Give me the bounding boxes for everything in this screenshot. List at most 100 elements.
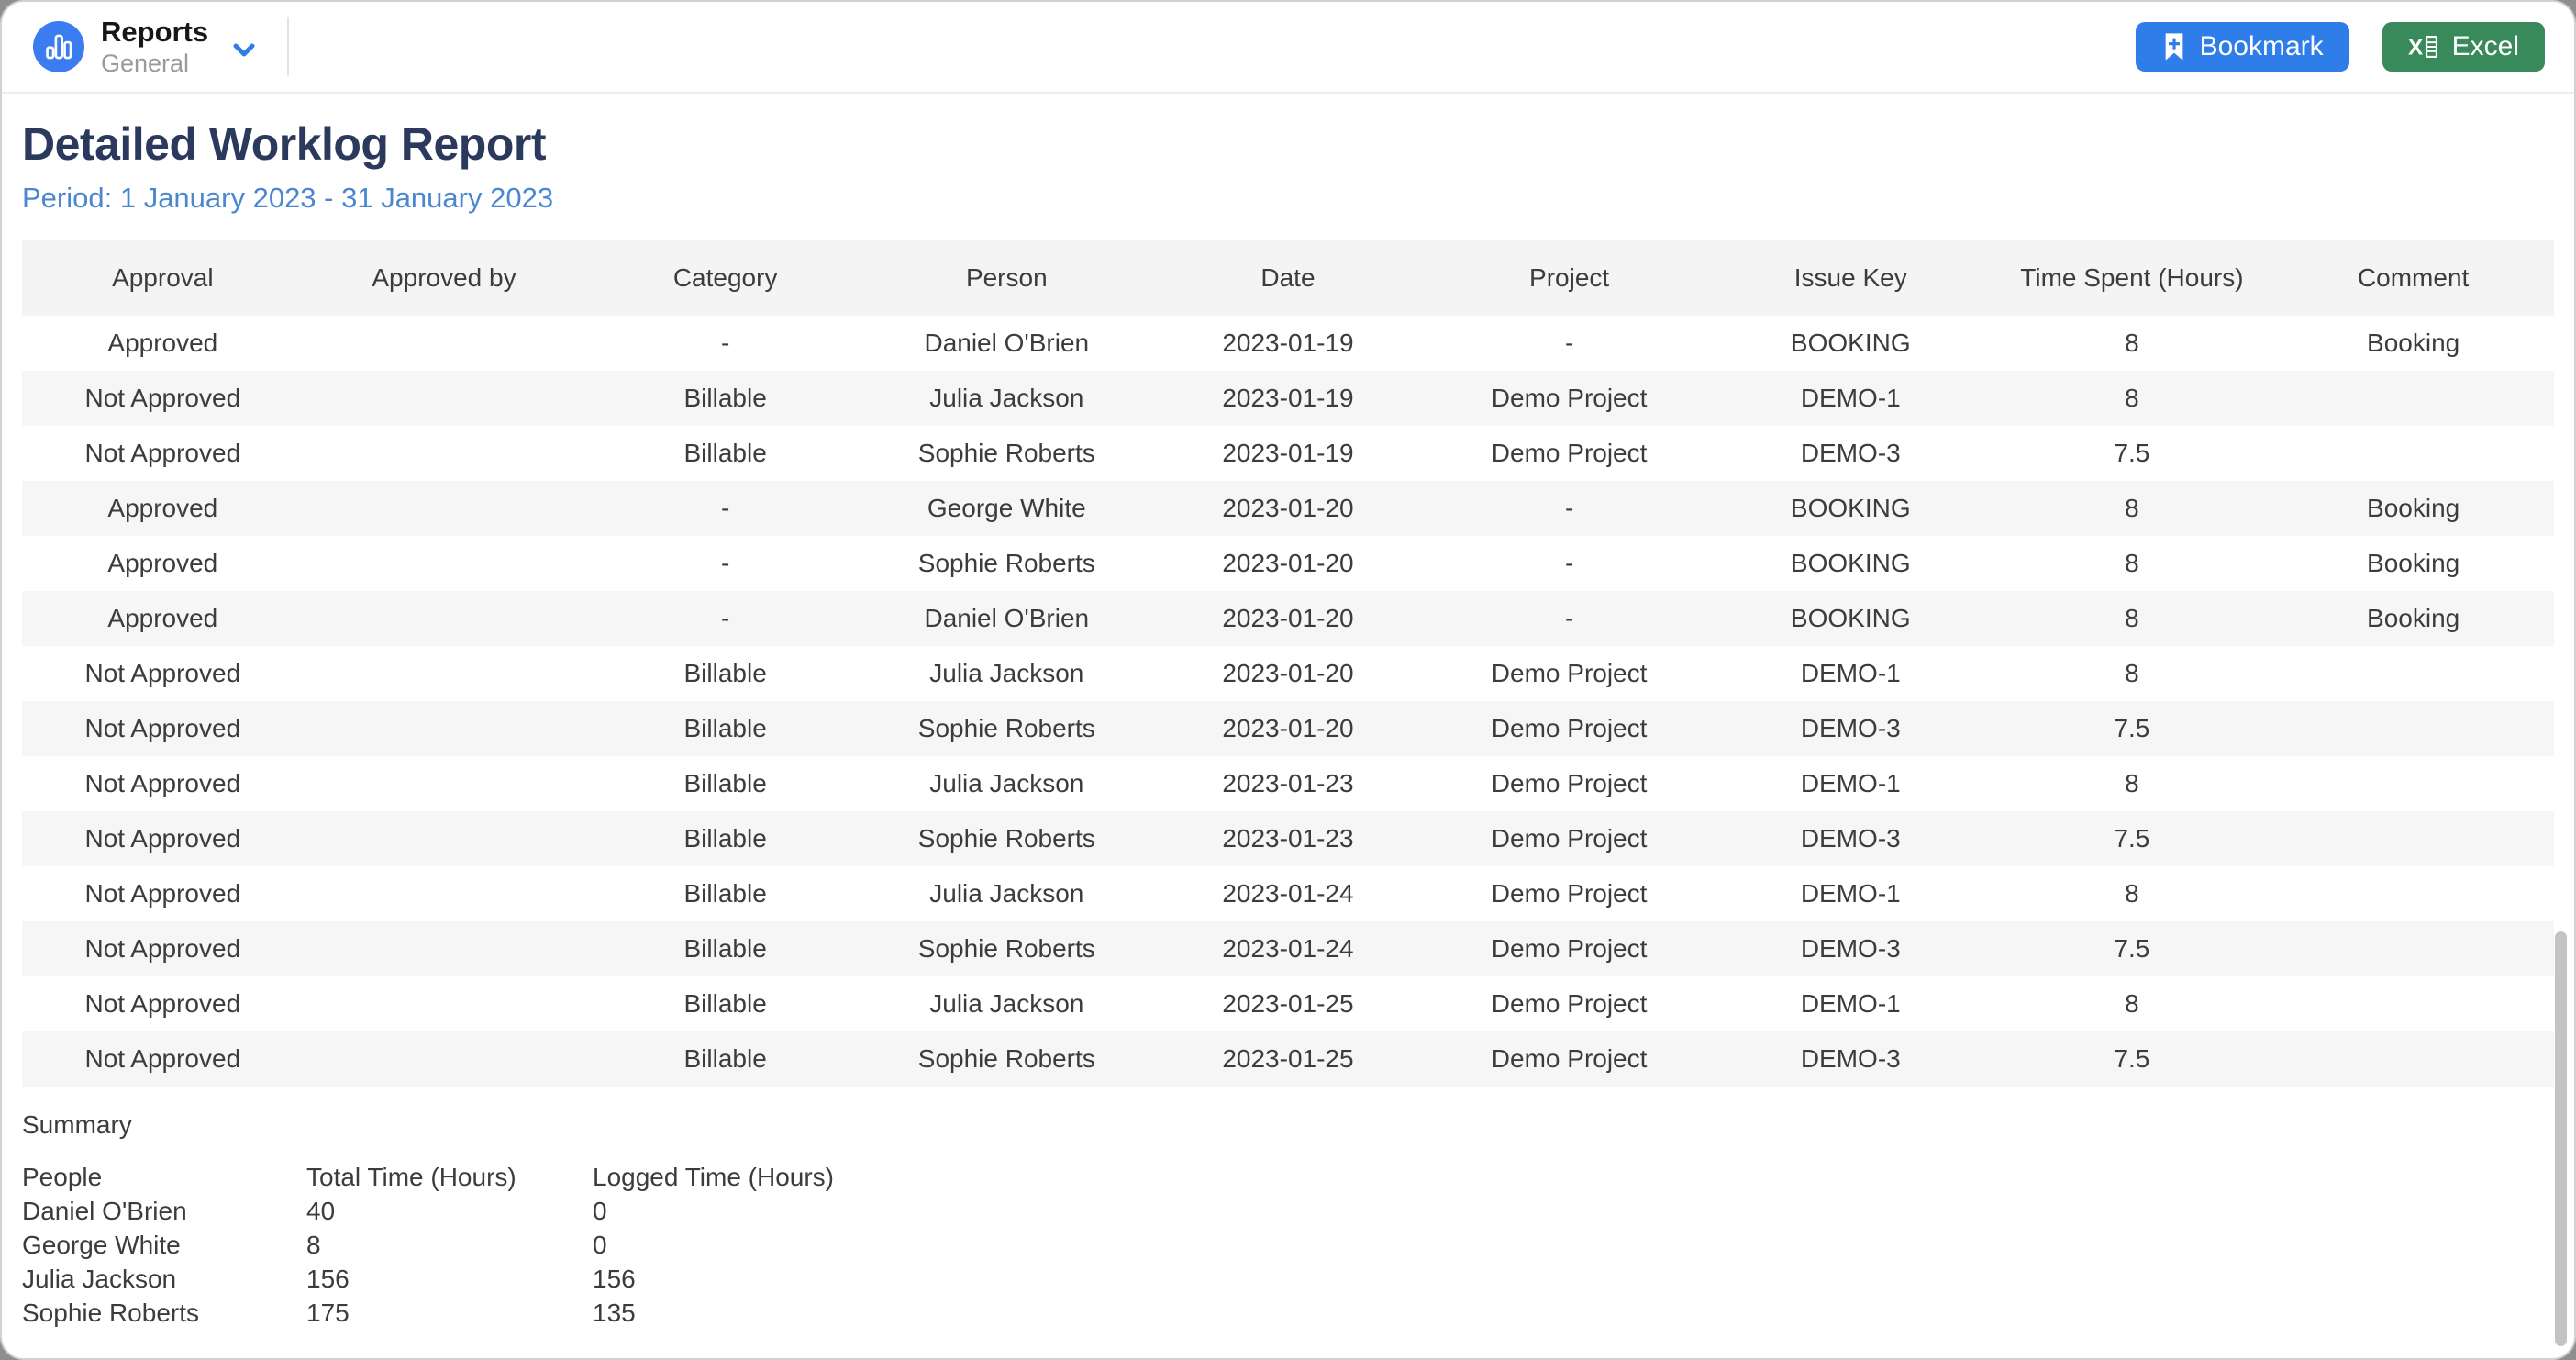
worklog-cell-approved-by [304,921,585,976]
worklog-cell-issue-key: DEMO-1 [1800,989,1901,1018]
bookmark-button[interactable]: Bookmark [2135,22,2349,72]
worklog-cell-comment: Booking [2367,494,2460,522]
worklog-cell-project: Demo Project [1491,989,1648,1018]
worklog-cell-approval: Approved [107,329,218,357]
app-titles: Reports General [101,16,209,75]
worklog-cell-comment: Booking [2367,329,2460,357]
worklog-cell-date: 2023-01-20 [1222,549,1354,577]
worklog-cell-time-spent-hours: 7.5 [2114,934,2150,963]
summary-cell-logged-time-hours: 0 [593,1196,607,1225]
worklog-cell-person: Daniel O'Brien [924,329,1090,357]
summary-cell-logged-time-hours: 0 [593,1230,607,1259]
excel-export-button[interactable]: X Excel [2382,22,2545,72]
summary-column-header-people: People [22,1162,103,1191]
worklog-cell-project: - [1564,494,1574,522]
worklog-cell-time-spent-hours: 8 [2125,769,2139,797]
worklog-cell-approval: Not Approved [84,714,241,742]
worklog-cell-category: Billable [683,714,767,742]
worklog-cell-time-spent-hours: 7.5 [2114,439,2150,467]
worklog-cell-time-spent-hours: 8 [2125,494,2139,522]
worklog-cell-date: 2023-01-23 [1222,824,1354,853]
vertical-scrollbar-thumb[interactable] [2555,931,2567,1346]
worklog-cell-comment [2272,1031,2554,1087]
worklog-cell-category: - [720,329,730,357]
worklog-cell-category: Billable [683,439,767,467]
worklog-cell-person: George White [927,494,1086,522]
worklog-cell-category: Billable [683,879,767,908]
worklog-cell-category: - [720,494,730,522]
worklog-cell-issue-key: DEMO-3 [1800,1044,1901,1073]
worklog-table-row: Approved - Daniel O'Brien 2023-01-19 - BOOKIN… [22,316,2554,371]
worklog-cell-approved-by [304,646,585,701]
worklog-cell-issue-key: DEMO-1 [1800,769,1901,797]
worklog-column-header-time-spent-hours: Time Spent (Hours) [1991,240,2273,316]
worklog-cell-date: 2023-01-24 [1222,934,1354,963]
worklog-cell-approval: Approved [107,604,218,632]
worklog-cell-person: Sophie Roberts [917,714,1095,742]
worklog-cell-project: Demo Project [1491,659,1648,687]
worklog-cell-approval: Not Approved [84,769,241,797]
chevron-down-icon[interactable] [230,42,258,61]
worklog-cell-approved-by [304,426,585,481]
worklog-cell-date: 2023-01-23 [1222,769,1354,797]
app-title: Reports [101,16,209,49]
worklog-cell-person: Sophie Roberts [917,549,1095,577]
worklog-cell-time-spent-hours: 7.5 [2114,1044,2150,1073]
worklog-cell-person: Sophie Roberts [917,934,1095,963]
divider [287,17,290,76]
worklog-cell-comment [2272,811,2554,866]
worklog-cell-approval: Not Approved [84,659,241,687]
worklog-cell-project: Demo Project [1491,879,1648,908]
worklog-cell-comment: Booking [2367,549,2460,577]
worklog-cell-project: Demo Project [1491,714,1648,742]
worklog-cell-approved-by [304,866,585,921]
worklog-cell-date: 2023-01-19 [1222,384,1354,412]
worklog-cell-date: 2023-01-20 [1222,494,1354,522]
page-title: Detailed Worklog Report [22,118,546,170]
worklog-cell-category: Billable [683,824,767,853]
worklog-cell-person: Daniel O'Brien [924,604,1090,632]
worklog-cell-approved-by [304,976,585,1031]
report-type-dropdown[interactable]: Reports General [33,17,258,76]
worklog-cell-person: Sophie Roberts [917,1044,1095,1073]
worklog-cell-time-spent-hours: 8 [2125,384,2139,412]
worklog-cell-approval: Not Approved [84,384,241,412]
worklog-cell-issue-key: DEMO-1 [1800,384,1901,412]
worklog-cell-date: 2023-01-25 [1222,989,1354,1018]
summary-label: Summary [22,1110,132,1139]
worklog-cell-time-spent-hours: 7.5 [2114,824,2150,853]
worklog-cell-date: 2023-01-20 [1222,604,1354,632]
worklog-cell-project: Demo Project [1491,384,1648,412]
worklog-cell-category: Billable [683,769,767,797]
worklog-cell-category: Billable [683,384,767,412]
worklog-column-header-date: Date [1147,240,1429,316]
summary-cell-people: Sophie Roberts [22,1298,200,1327]
bookmark-button-label: Bookmark [2199,31,2324,61]
bookmark-icon [2161,32,2187,61]
worklog-table-body: Approved - Daniel O'Brien 2023-01-19 - BOOKIN… [22,316,2554,1087]
summary-cell-total-time-hours: 40 [306,1196,336,1225]
worklog-cell-comment [2272,921,2554,976]
worklog-cell-approval: Not Approved [84,989,241,1018]
worklog-cell-comment [2272,866,2554,921]
worklog-table: Approval Approved by Category Person Date Pro… [22,240,2554,1087]
worklog-table-row: Approved - Sophie Roberts 2023-01-20 - BOOKIN… [22,536,2554,591]
worklog-cell-comment [2272,756,2554,811]
worklog-table-row: Not Approved Billable Sophie Roberts 2023-0… [22,811,2554,866]
worklog-cell-time-spent-hours: 8 [2125,879,2139,908]
worklog-cell-date: 2023-01-24 [1222,879,1354,908]
worklog-cell-comment [2272,646,2554,701]
worklog-cell-category: - [720,549,730,577]
worklog-table-header: Approval Approved by Category Person Date Pro… [22,240,2554,316]
worklog-cell-issue-key: DEMO-3 [1800,439,1901,467]
summary-table-row: Sophie Roberts 175 135 [22,1296,834,1330]
worklog-cell-issue-key: BOOKING [1790,329,1911,357]
summary-header-row: People Total Time (Hours) Logged Time (Hou… [22,1160,834,1194]
topbar: Reports General Bookmark X [2,2,2574,94]
summary-table-row: George White 8 0 [22,1228,834,1262]
worklog-table-row: Not Approved Billable Julia Jackson 2023-01… [22,976,2554,1031]
worklog-cell-issue-key: BOOKING [1790,494,1911,522]
worklog-cell-person: Julia Jackson [929,879,1084,908]
worklog-cell-date: 2023-01-25 [1222,1044,1354,1073]
